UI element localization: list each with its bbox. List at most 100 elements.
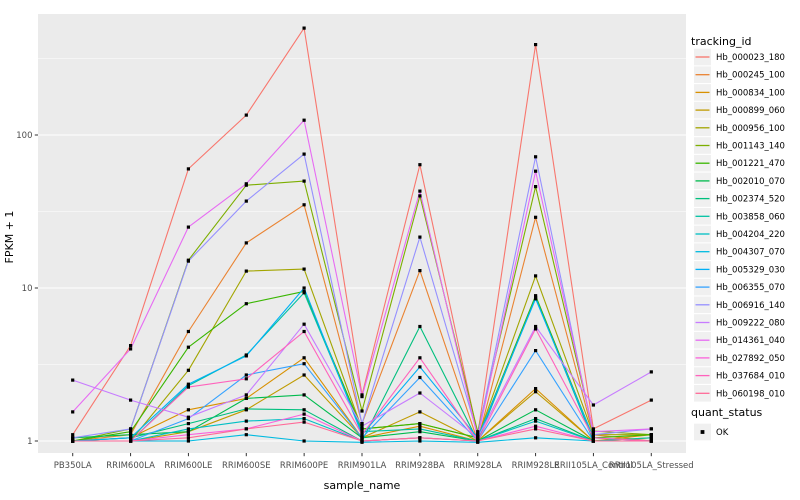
legend-item: Hb_037684_010 [694, 367, 785, 384]
data-point [418, 365, 422, 369]
data-point [302, 322, 306, 326]
plot-panel [38, 14, 686, 453]
legend-layer: Hb_000023_180 Hb_000245_100 Hb_000834_100 H… [694, 48, 785, 441]
data-point [302, 329, 306, 334]
data-point [649, 436, 653, 440]
data-point [186, 433, 190, 437]
data-point [302, 152, 306, 156]
data-point [244, 354, 248, 358]
legend-item-label: Hb_027892_050 [716, 354, 785, 364]
plot-panel-layer [38, 14, 686, 453]
data-point [591, 433, 595, 437]
data-point [302, 417, 306, 421]
data-point [418, 436, 422, 440]
data-point [302, 203, 306, 207]
data-point [302, 362, 306, 366]
data-point [71, 378, 75, 382]
data-point [186, 329, 190, 334]
data-point [302, 439, 306, 443]
data-point [244, 241, 248, 245]
data-point [534, 387, 538, 391]
x-tick-label: RRIM928BA [395, 461, 445, 471]
data-point [186, 427, 190, 431]
data-point [302, 356, 306, 360]
data-point [244, 302, 248, 306]
data-point [360, 433, 364, 437]
data-point [418, 430, 422, 434]
legend-item-label: Hb_000956_100 [716, 124, 785, 134]
data-point [186, 408, 190, 412]
data-point [186, 385, 190, 389]
legend-item-label: Hb_003858_060 [716, 212, 785, 222]
data-point [186, 430, 190, 434]
x-tick-label: RRIM928LA [453, 461, 502, 471]
data-point [649, 439, 653, 443]
data-point [71, 439, 75, 443]
legend-item-label: Hb_000899_060 [716, 106, 785, 116]
data-point [418, 189, 422, 193]
legend-item-label: Hb_006916_140 [716, 301, 785, 311]
data-point [534, 436, 538, 440]
legend-item-label: Hb_006355_070 [716, 283, 785, 293]
quant-legend-item: OK [694, 423, 729, 441]
data-point [534, 274, 538, 278]
axis-layer: PB350LA RRIM600LA RRIM600LE RRIM600SE RRIM60… [16, 131, 693, 471]
data-point [244, 393, 248, 397]
data-point [360, 424, 364, 428]
data-point [244, 199, 248, 203]
data-point [534, 390, 538, 394]
data-point [591, 430, 595, 434]
quant-legend-title: quant_status [691, 406, 763, 419]
legend-item: Hb_003858_060 [694, 208, 785, 225]
data-point [186, 415, 190, 419]
data-point [476, 436, 480, 440]
data-point [244, 113, 248, 117]
x-tick-label: PB350LA [54, 461, 92, 471]
legend-item-label: Hb_000245_100 [716, 71, 785, 81]
legend-item: Hb_004307_070 [694, 243, 785, 260]
legend-item: Hb_001221_470 [694, 154, 785, 172]
data-point [71, 436, 75, 440]
data-point [360, 393, 364, 397]
data-point [360, 422, 364, 426]
data-point [360, 436, 364, 440]
legend-item-label: Hb_037684_010 [716, 372, 785, 382]
data-point [129, 439, 133, 443]
data-point [418, 439, 422, 443]
legend-item-label: Hb_002010_070 [716, 177, 785, 187]
data-point [534, 43, 538, 47]
data-point [244, 182, 248, 186]
data-point [418, 194, 422, 198]
legend-item: Hb_006916_140 [694, 296, 785, 314]
data-point [534, 408, 538, 412]
data-point [302, 26, 306, 30]
data-point [418, 163, 422, 167]
data-point [534, 324, 538, 329]
data-point [418, 356, 422, 360]
legend-item-label: Hb_009222_080 [716, 319, 785, 329]
data-point [244, 373, 248, 377]
data-point [302, 291, 306, 295]
legend-item: Hb_002010_070 [694, 172, 785, 190]
data-point [418, 375, 422, 380]
data-point [244, 427, 248, 431]
data-point [418, 424, 422, 428]
legend-item-label: Hb_014361_040 [716, 336, 785, 346]
data-point [534, 419, 538, 423]
data-point [534, 185, 538, 189]
data-point [186, 439, 190, 443]
data-point [186, 345, 190, 349]
data-point [186, 259, 190, 263]
data-point [244, 433, 248, 437]
data-point [302, 408, 306, 412]
legend-item: Hb_027892_050 [694, 349, 785, 367]
data-point [302, 393, 306, 397]
x-axis-title: sample_name [324, 479, 401, 492]
legend-item: Hb_004204_220 [694, 225, 785, 243]
data-point [244, 377, 248, 381]
legend-item: Hb_002374_520 [694, 190, 785, 207]
data-point [534, 424, 538, 428]
x-tick-label: RRIM600LE [164, 461, 212, 471]
y-axis-title: FPKM + 1 [3, 211, 16, 264]
